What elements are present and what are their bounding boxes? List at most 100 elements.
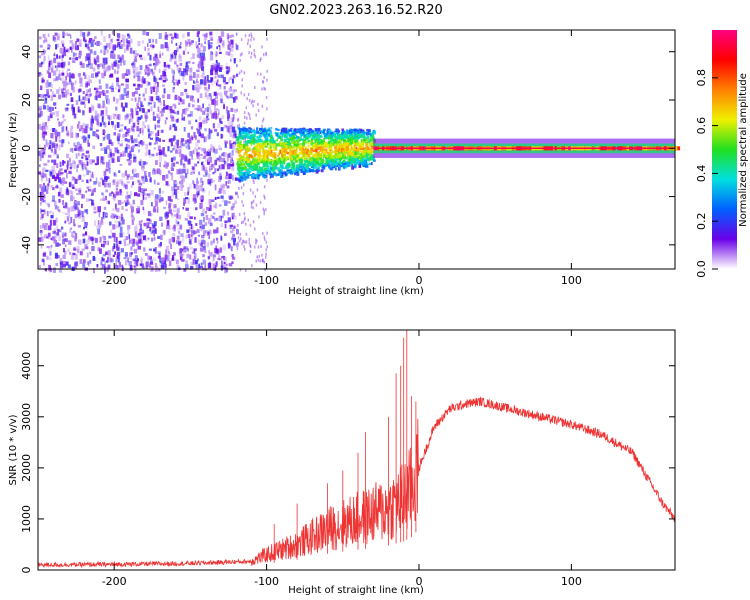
spectrogram-cell (223, 256, 226, 261)
spectrogram-cell (143, 188, 147, 191)
spectrogram-cell (211, 81, 214, 87)
spectrogram-cell (118, 155, 122, 160)
spectrogram-cell (106, 176, 108, 182)
spectrogram-cell (132, 258, 136, 261)
spectrogram-cell (242, 129, 246, 133)
spectrogram-cell (171, 190, 174, 197)
spectrogram-cell (96, 119, 99, 126)
spectrogram-cell (151, 225, 155, 230)
spectrogram-cell (231, 162, 235, 166)
spectrogram-cell (254, 195, 257, 199)
spectrogram-cell (352, 138, 355, 141)
spectrogram-cell (329, 134, 331, 139)
spectrogram-cell (95, 177, 98, 184)
spectrogram-cell (236, 172, 239, 175)
spectrogram-cell (273, 162, 276, 166)
spectrogram-cell (112, 54, 116, 59)
spectrogram-cell (104, 62, 107, 66)
spectrogram-cell (242, 204, 245, 207)
spectrogram-cell (116, 224, 120, 229)
spectrogram-cell (244, 172, 249, 174)
spectrogram-cell (42, 122, 46, 128)
spectrogram-cell (175, 42, 178, 46)
spectrogram-cell (296, 129, 298, 133)
spectrogram-cell (48, 60, 51, 67)
spectrogram-cell (187, 132, 190, 138)
spectrogram-cell (150, 212, 152, 217)
spectrogram-cell (172, 109, 175, 114)
spectrogram-cell (360, 130, 363, 133)
spectrogram-cell (39, 195, 44, 201)
spectrogram-cell (238, 172, 241, 176)
spectrogram-cell (47, 45, 51, 48)
spectrogram-cell (119, 262, 121, 268)
spectrogram-cell (313, 142, 315, 144)
spectrogram-cell (173, 204, 177, 209)
spectrogram-cell (101, 72, 105, 79)
spectrogram-cell (312, 149, 315, 152)
spectrogram-cell (137, 179, 140, 183)
x-tick-label: -100 (254, 575, 279, 588)
spectrogram-cell (173, 252, 176, 256)
spectrogram-cell (61, 235, 65, 238)
spectrogram-cell (297, 170, 300, 174)
spectrogram-cell (341, 135, 344, 139)
spectrogram-cell (132, 169, 134, 174)
spectrogram-cell (280, 174, 283, 178)
spectrogram-cell (78, 174, 82, 180)
spectrogram-cell (203, 155, 206, 159)
spectrogram-cell (196, 69, 200, 72)
spectrogram-cell (249, 244, 251, 247)
spectrogram-cell (232, 227, 235, 231)
spectrogram-cell (327, 144, 329, 148)
spectrogram-cell (141, 165, 145, 170)
spectrogram-cell (67, 61, 71, 66)
spectrogram-cell (233, 58, 236, 64)
spectrogram-cell (305, 135, 309, 140)
spectrogram-cell (273, 161, 277, 164)
spectrogram-cell (196, 73, 200, 78)
spectrogram-cell (112, 46, 116, 50)
spectrogram-cell (42, 223, 45, 229)
spectrogram-cell (122, 38, 126, 42)
spectrogram-cell (357, 156, 360, 159)
spectrogram-cell (219, 65, 223, 69)
spectrogram-cell (253, 163, 256, 168)
spectrogram-cell (57, 170, 61, 176)
spectrogram-cell (187, 248, 189, 252)
spectrogram-cell (180, 233, 184, 237)
spectrogram-cell (164, 263, 167, 269)
spectrogram-cell (82, 262, 86, 268)
spectrogram-cell (53, 227, 57, 231)
spectrogram-cell (165, 117, 168, 120)
spectrogram-cell (66, 70, 68, 76)
spectrogram-cell (67, 248, 70, 253)
spectrogram-cell (125, 259, 128, 266)
spectrogram-cell (152, 169, 155, 175)
spectrogram-cell (62, 126, 65, 132)
spectrogram-cell (38, 72, 41, 77)
spectrogram-cell (70, 255, 75, 260)
spectrogram-cell (144, 46, 146, 51)
spectrogram-cell (223, 86, 226, 90)
spectrogram-cell (182, 168, 186, 174)
spectrogram-cell (46, 80, 48, 85)
spectrogram-cell (260, 159, 264, 163)
spectrogram-cell (121, 264, 124, 268)
spectrogram-cell (77, 89, 81, 93)
spectrogram-cell (99, 198, 103, 201)
spectrogram-cell (60, 194, 64, 198)
spectrogram-cell (91, 190, 95, 196)
spectrogram-cell (49, 113, 52, 118)
spectrogram-cell (220, 31, 225, 37)
spectrogram-cell (353, 131, 357, 134)
spectrogram-cell (341, 145, 344, 148)
spectrogram-cell (154, 77, 158, 84)
spectrogram-cell (322, 144, 326, 149)
spectrogram-cell (103, 206, 107, 210)
spectrogram-cell (188, 41, 191, 47)
spectrogram-cell (148, 81, 151, 86)
spectrogram-cell (55, 242, 59, 247)
spectrogram-cell (102, 253, 106, 257)
spectrogram-cell (150, 86, 154, 90)
